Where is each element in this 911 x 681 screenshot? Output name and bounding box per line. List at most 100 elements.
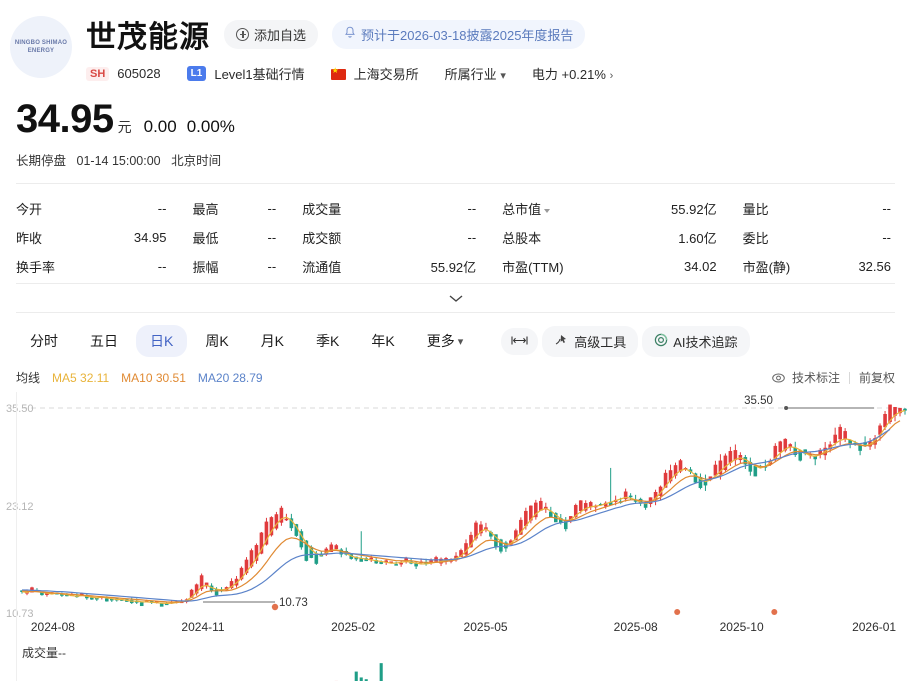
volume-chart[interactable]: 成交量--	[0, 642, 911, 681]
stat-key: 总市值	[502, 194, 613, 223]
table-row: 今开 -- 最高 -- 成交量 -- 总市值 55.92亿 量比 --	[16, 194, 895, 223]
chart-period-tabs: 分时 五日 日K 周K 月K 季K 年K 更多 ▾ 高级工具 AI技术追踪	[16, 321, 895, 361]
market-status: 长期停盘	[16, 154, 67, 168]
market-status-row: 长期停盘 01-14 15:00:00 北京时间	[16, 150, 911, 169]
event-dot	[771, 609, 778, 615]
fit-width-button[interactable]	[501, 327, 539, 355]
add-watchlist-button[interactable]: 添加自选	[224, 19, 319, 49]
stat-value: --	[267, 230, 277, 245]
chevron-right-icon: ›	[609, 70, 614, 82]
tab-周K[interactable]: 周K	[205, 333, 229, 349]
stat-value: --	[157, 201, 167, 216]
x-axis-tick: 2025-05	[464, 620, 508, 634]
volume-bars[interactable]	[0, 642, 911, 681]
expand-horizontal-icon	[511, 334, 528, 349]
tab-more[interactable]: 更多 ▾	[413, 325, 478, 357]
chevron-down-icon: ▾	[500, 70, 506, 82]
china-flag-icon	[330, 66, 346, 80]
eye-icon	[771, 371, 788, 385]
adjust-mode-label: 前复权	[858, 371, 895, 385]
level-tag: L1	[186, 66, 207, 81]
current-price: 34.95	[16, 97, 114, 141]
level-label: Level1基础行情	[214, 67, 305, 82]
moving-average-legend: 均线 MA5 32.11 MA10 30.51 MA20 28.79 技术标注 …	[16, 369, 895, 386]
stat-value: 34.95	[133, 230, 167, 245]
price-chart[interactable]: 35.50 23.12 10.73 35.50 10.73 2024-08 2024-11 2…	[0, 392, 911, 642]
adjust-mode-button[interactable]: 前复权	[859, 369, 895, 386]
stat-value: 55.92亿	[671, 202, 717, 217]
stat-key: 流通值	[302, 260, 342, 275]
industry-link[interactable]: 电力 +0.21% ›	[532, 64, 613, 83]
announcement-banner[interactable]: 预计于2026-03-18披露2025年度报告	[332, 19, 586, 49]
industry-dropdown[interactable]: 所属行业 ▾	[445, 64, 506, 83]
stat-value: 55.92亿	[430, 260, 477, 275]
stat-value: 1.60亿	[678, 231, 717, 246]
exchange-tag: SH	[86, 66, 110, 81]
industry-name: 电力	[531, 67, 558, 82]
stat-value: --	[882, 230, 891, 245]
page-title: 世茂能源	[86, 21, 210, 54]
tab-分时[interactable]: 分时	[30, 333, 58, 349]
tab-日K[interactable]: 日K	[136, 325, 188, 357]
x-axis-tick: 2026-01	[852, 620, 896, 634]
ai-target-icon	[654, 333, 668, 350]
stat-value: --	[267, 201, 277, 216]
divider	[848, 371, 850, 384]
stat-key: 昨收	[16, 231, 43, 246]
stat-value: --	[882, 201, 891, 216]
low-marker-label: 10.73	[279, 597, 308, 609]
x-axis-tick: 2024-08	[31, 620, 75, 634]
stat-value: --	[467, 230, 477, 245]
y-axis-tick: 23.12	[6, 501, 34, 513]
price-change-percent: 0.00%	[186, 117, 235, 136]
bell-icon	[344, 26, 356, 42]
ma10-value: MA10 30.51	[121, 370, 186, 385]
announcement-label: 预计于2026-03-18披露2025年度报告	[361, 27, 574, 43]
event-dot	[674, 609, 681, 615]
tab-年K[interactable]: 年K	[371, 333, 395, 349]
stat-key: 市盈(静)	[742, 260, 791, 275]
industry-change: +0.21%	[561, 67, 606, 82]
plus-circle-icon	[236, 27, 249, 41]
stat-key: 总股本	[502, 231, 542, 246]
volume-left-border	[16, 642, 17, 681]
tab-五日[interactable]: 五日	[90, 333, 118, 349]
y-axis-tick: 35.50	[6, 403, 34, 415]
advanced-tools-button[interactable]: 高级工具	[542, 325, 639, 357]
table-row: 换手率 -- 振幅 -- 流通值 55.92亿 市盈(TTM) 34.02 市盈(静) 32.56	[16, 252, 895, 281]
tab-月K[interactable]: 月K	[260, 333, 285, 349]
chart-left-border	[16, 392, 17, 642]
exchange-name: 上海交易所	[353, 67, 419, 82]
ma-legend-label: 均线	[16, 371, 41, 385]
add-watchlist-label: 添加自选	[254, 27, 307, 43]
expand-stats-button[interactable]	[16, 284, 895, 313]
technical-annotation-button[interactable]: 技术标注	[771, 369, 840, 386]
stat-key: 量比	[742, 202, 769, 217]
volume-bar	[354, 671, 358, 681]
chevron-down-icon: ▾	[457, 335, 464, 348]
chevron-down-icon	[449, 295, 462, 302]
ai-track-button[interactable]: AI技术追踪	[642, 325, 750, 357]
timezone-label: 北京时间	[171, 154, 222, 168]
stat-value: --	[267, 259, 277, 274]
stock-meta-row: SH 605028 L1 Level1基础行情 上海交易所 所属行业 ▾ 电力 …	[86, 64, 613, 83]
ma-line-MA10	[21, 420, 901, 603]
stock-code: 605028	[117, 66, 161, 81]
stat-key: 最高	[192, 202, 219, 217]
ma-line-MA20	[22, 428, 891, 602]
tab-季K[interactable]: 季K	[316, 333, 340, 349]
stat-value: 32.56	[858, 259, 891, 274]
x-axis-tick: 2025-02	[331, 620, 375, 634]
stat-key: 最低	[192, 231, 219, 246]
volume-label: 成交量--	[22, 646, 66, 660]
high-marker-label: 35.50	[744, 395, 773, 407]
y-axis-tick: 10.73	[6, 608, 34, 620]
price-block: 34.95 元 0.00 0.00% 长期停盘 01-14 15:00:00 北…	[0, 83, 911, 169]
industry-label: 所属行业	[444, 67, 497, 82]
stat-key: 成交量	[302, 202, 342, 217]
price-change: 0.00	[143, 117, 177, 136]
quote-time: 01-14 15:00:00	[76, 154, 161, 168]
advanced-tools-label: 高级工具	[574, 334, 627, 350]
technical-annotation-label: 技术标注	[791, 371, 840, 385]
